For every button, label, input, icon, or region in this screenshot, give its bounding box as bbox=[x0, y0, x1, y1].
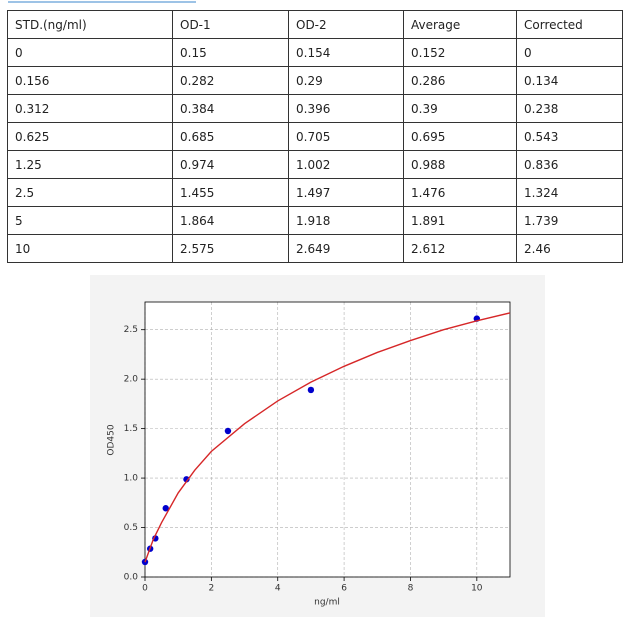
table-cell: 0.625 bbox=[7, 122, 173, 151]
table-cell: STD.(ng/ml) bbox=[7, 10, 173, 39]
x-tick-label: 2 bbox=[208, 584, 214, 594]
x-tick-label: 0 bbox=[142, 584, 148, 594]
y-tick-label: 2.5 bbox=[124, 325, 138, 335]
top-rule bbox=[8, 1, 196, 3]
table-cell: 0.282 bbox=[172, 66, 289, 95]
y-tick-label: 2.0 bbox=[124, 375, 139, 385]
table-cell: 0.286 bbox=[403, 66, 517, 95]
table-cell: 0.695 bbox=[403, 122, 517, 151]
y-axis-label: OD450 bbox=[107, 424, 117, 455]
table-cell: 2.575 bbox=[172, 234, 289, 263]
table-cell: Corrected bbox=[516, 10, 623, 39]
table-cell: 0.15 bbox=[172, 38, 289, 67]
data-point bbox=[183, 476, 190, 483]
table-cell: OD-1 bbox=[172, 10, 289, 39]
table-cell: 0.836 bbox=[516, 150, 623, 179]
header-row: STD.(ng/ml) OD-1 OD-2 Average Corrected bbox=[7, 10, 623, 39]
x-tick-label: 8 bbox=[408, 584, 414, 594]
table-cell: 0.988 bbox=[403, 150, 517, 179]
table-cell: 0.156 bbox=[7, 66, 173, 95]
table-cell: 2.46 bbox=[516, 234, 623, 263]
table-row: 10 2.575 2.649 2.612 2.46 bbox=[7, 234, 623, 263]
data-point bbox=[162, 505, 169, 512]
table-cell: 2.612 bbox=[403, 234, 517, 263]
table-cell: 0.154 bbox=[288, 38, 404, 67]
table-cell: OD-2 bbox=[288, 10, 404, 39]
x-tick-label: 10 bbox=[471, 584, 483, 594]
table-cell: 0.134 bbox=[516, 66, 623, 95]
y-tick-label: 1.5 bbox=[124, 424, 138, 434]
x-axis-label: ng/ml bbox=[314, 598, 340, 608]
x-tick-label: 4 bbox=[275, 584, 281, 594]
y-tick-label: 1.0 bbox=[124, 474, 139, 484]
y-tick-label: 0.5 bbox=[124, 523, 138, 533]
table-cell: 1.918 bbox=[288, 206, 404, 235]
plot-frame bbox=[144, 301, 511, 578]
table-row: 2.5 1.455 1.497 1.476 1.324 bbox=[7, 178, 623, 207]
table-row: 0.312 0.384 0.396 0.39 0.238 bbox=[7, 94, 623, 123]
fit-curve bbox=[144, 312, 511, 563]
x-tick-label: 6 bbox=[341, 584, 347, 594]
y-tick-label: 0.0 bbox=[124, 573, 139, 583]
table-cell: 5 bbox=[7, 206, 173, 235]
data-table: STD.(ng/ml) OD-1 OD-2 Average Corrected 0 0.15… bbox=[7, 10, 623, 263]
table-cell: 0.705 bbox=[288, 122, 404, 151]
table-row: 0.156 0.282 0.29 0.286 0.134 bbox=[7, 66, 623, 95]
table-cell: 1.476 bbox=[403, 178, 517, 207]
table-cell: 2.649 bbox=[288, 234, 404, 263]
table-cell: 1.002 bbox=[288, 150, 404, 179]
data-point bbox=[307, 386, 315, 394]
table-cell: 0 bbox=[7, 38, 173, 67]
plot-area bbox=[145, 302, 510, 577]
data-point bbox=[224, 427, 232, 435]
table-cell: 0.384 bbox=[172, 94, 289, 123]
table-cell: 0.312 bbox=[7, 94, 173, 123]
table-row: 0 0.15 0.154 0.152 0 bbox=[7, 38, 623, 67]
table-cell: 10 bbox=[7, 234, 173, 263]
table-cell: 2.5 bbox=[7, 178, 173, 207]
table-cell: Average bbox=[403, 10, 517, 39]
table-cell: 1.739 bbox=[516, 206, 623, 235]
table-row: 0.625 0.685 0.705 0.695 0.543 bbox=[7, 122, 623, 151]
table-cell: 0.685 bbox=[172, 122, 289, 151]
